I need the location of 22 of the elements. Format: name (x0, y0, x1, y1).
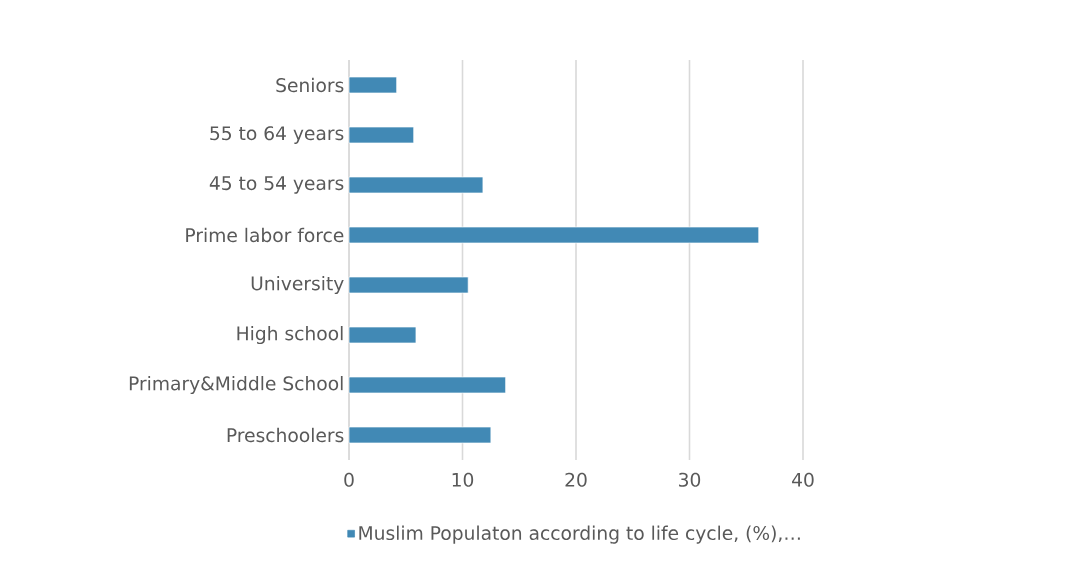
x-tick-label: 20 (565, 472, 587, 487)
y-tick-label: 55 to 64 years (210, 126, 344, 144)
bar (348, 226, 760, 244)
x-tick-label: 30 (679, 472, 701, 487)
x-tick-label: 10 (452, 472, 474, 487)
y-tick-label: Primary&Middle School (129, 375, 343, 395)
x-tick-label: 0 (344, 472, 354, 487)
bar (348, 276, 469, 294)
legend-label: Muslim Populaton according to life cycle, (%),… (359, 525, 800, 544)
y-tick-label: High school (237, 325, 343, 345)
bar (348, 426, 492, 444)
y-tick-label: Seniors (276, 77, 344, 93)
bar (348, 126, 415, 144)
y-tick-label: 45 to 54 years (209, 176, 344, 194)
y-tick-label: University (251, 275, 344, 295)
y-tick-label: Preschoolers (227, 427, 344, 443)
bar (348, 76, 398, 94)
bar (348, 376, 506, 394)
y-tick-label: Prime labor force (186, 227, 344, 243)
bar (348, 176, 484, 194)
x-tick-label: 40 (792, 472, 814, 487)
bar (348, 326, 417, 344)
